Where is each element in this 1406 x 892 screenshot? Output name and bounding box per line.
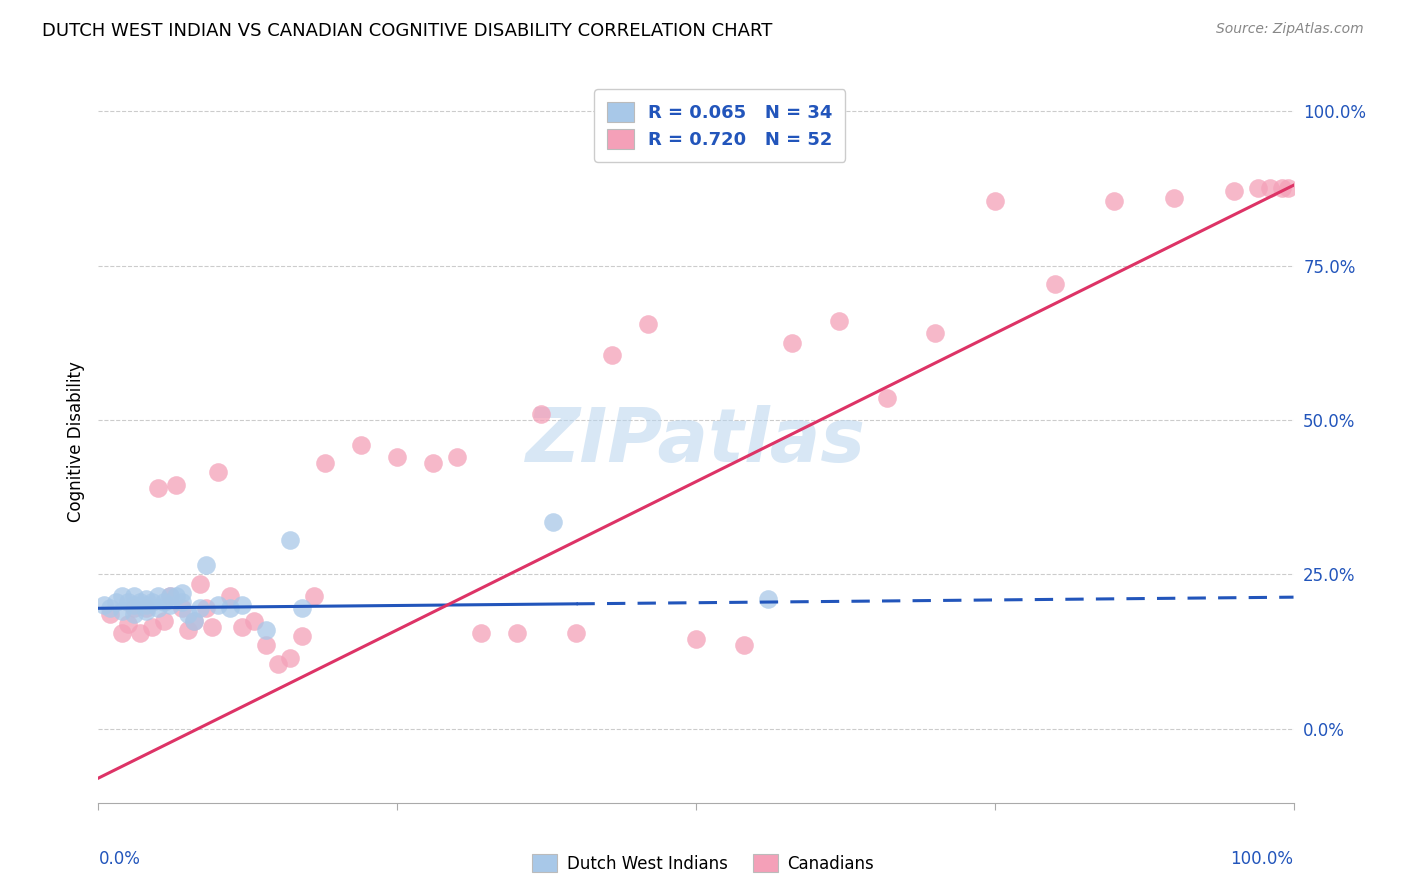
Point — [148, 481, 170, 495]
Point — [219, 601, 242, 615]
Point — [141, 620, 163, 634]
Point — [117, 595, 139, 609]
Point — [124, 589, 146, 603]
Point — [1247, 181, 1270, 195]
Text: DUTCH WEST INDIAN VS CANADIAN COGNITIVE DISABILITY CORRELATION CHART: DUTCH WEST INDIAN VS CANADIAN COGNITIVE … — [42, 22, 772, 40]
Point — [93, 598, 115, 612]
Point — [111, 604, 134, 618]
Point — [1104, 194, 1126, 208]
Point — [98, 601, 122, 615]
Point — [828, 314, 851, 328]
Point — [165, 589, 187, 603]
Point — [172, 586, 194, 600]
Point — [172, 601, 194, 615]
Point — [385, 450, 409, 464]
Point — [195, 601, 218, 615]
Point — [153, 595, 176, 609]
Point — [243, 614, 266, 628]
Point — [129, 626, 152, 640]
Point — [159, 589, 181, 603]
Point — [111, 589, 134, 603]
Point — [159, 589, 181, 603]
Point — [733, 638, 755, 652]
Point — [177, 607, 200, 622]
Point — [231, 598, 253, 612]
Point — [422, 456, 444, 470]
Point — [984, 194, 1007, 208]
Point — [231, 620, 253, 634]
Point — [135, 604, 157, 618]
Text: Source: ZipAtlas.com: Source: ZipAtlas.com — [1216, 22, 1364, 37]
Point — [141, 595, 163, 609]
Point — [302, 589, 325, 603]
Point — [165, 477, 187, 491]
Point — [188, 576, 211, 591]
Point — [1277, 181, 1299, 195]
Point — [153, 614, 176, 628]
Point — [148, 601, 170, 615]
Point — [1223, 185, 1246, 199]
Point — [117, 616, 139, 631]
Point — [177, 623, 200, 637]
Point — [111, 626, 134, 640]
Point — [254, 638, 277, 652]
Point — [924, 326, 946, 341]
Point — [1163, 191, 1185, 205]
Point — [1271, 181, 1294, 195]
Point — [530, 407, 553, 421]
Point — [105, 595, 128, 609]
Point — [135, 592, 157, 607]
Point — [201, 620, 224, 634]
Point — [637, 317, 659, 331]
Point — [685, 632, 707, 647]
Point — [446, 450, 468, 464]
Point — [207, 466, 229, 480]
Point — [278, 650, 301, 665]
Point — [780, 335, 803, 350]
Point — [470, 626, 492, 640]
Point — [267, 657, 290, 671]
Point — [602, 348, 624, 362]
Text: 100.0%: 100.0% — [1230, 850, 1294, 868]
Legend: Dutch West Indians, Canadians: Dutch West Indians, Canadians — [524, 847, 882, 880]
Point — [207, 598, 229, 612]
Point — [195, 558, 218, 572]
Point — [124, 598, 146, 612]
Point — [135, 601, 157, 615]
Point — [350, 437, 373, 451]
Point — [291, 629, 314, 643]
Point — [124, 601, 146, 615]
Point — [135, 598, 157, 612]
Point — [541, 515, 564, 529]
Point — [183, 614, 205, 628]
Text: 0.0%: 0.0% — [98, 850, 141, 868]
Point — [278, 533, 301, 548]
Point — [565, 626, 588, 640]
Point — [124, 607, 146, 622]
Point — [219, 589, 242, 603]
Point — [291, 601, 314, 615]
Point — [129, 595, 152, 609]
Text: ZIPatlas: ZIPatlas — [526, 405, 866, 478]
Point — [506, 626, 529, 640]
Point — [188, 601, 211, 615]
Point — [876, 392, 898, 406]
Point — [98, 607, 122, 622]
Point — [159, 598, 181, 612]
Y-axis label: Cognitive Disability: Cognitive Disability — [66, 361, 84, 522]
Point — [1043, 277, 1066, 291]
Point — [315, 456, 337, 470]
Point — [1258, 181, 1281, 195]
Point — [172, 595, 194, 609]
Point — [148, 589, 170, 603]
Legend: R = 0.065   N = 34, R = 0.720   N = 52: R = 0.065 N = 34, R = 0.720 N = 52 — [595, 89, 845, 161]
Point — [183, 614, 205, 628]
Point — [756, 592, 779, 607]
Point — [254, 623, 277, 637]
